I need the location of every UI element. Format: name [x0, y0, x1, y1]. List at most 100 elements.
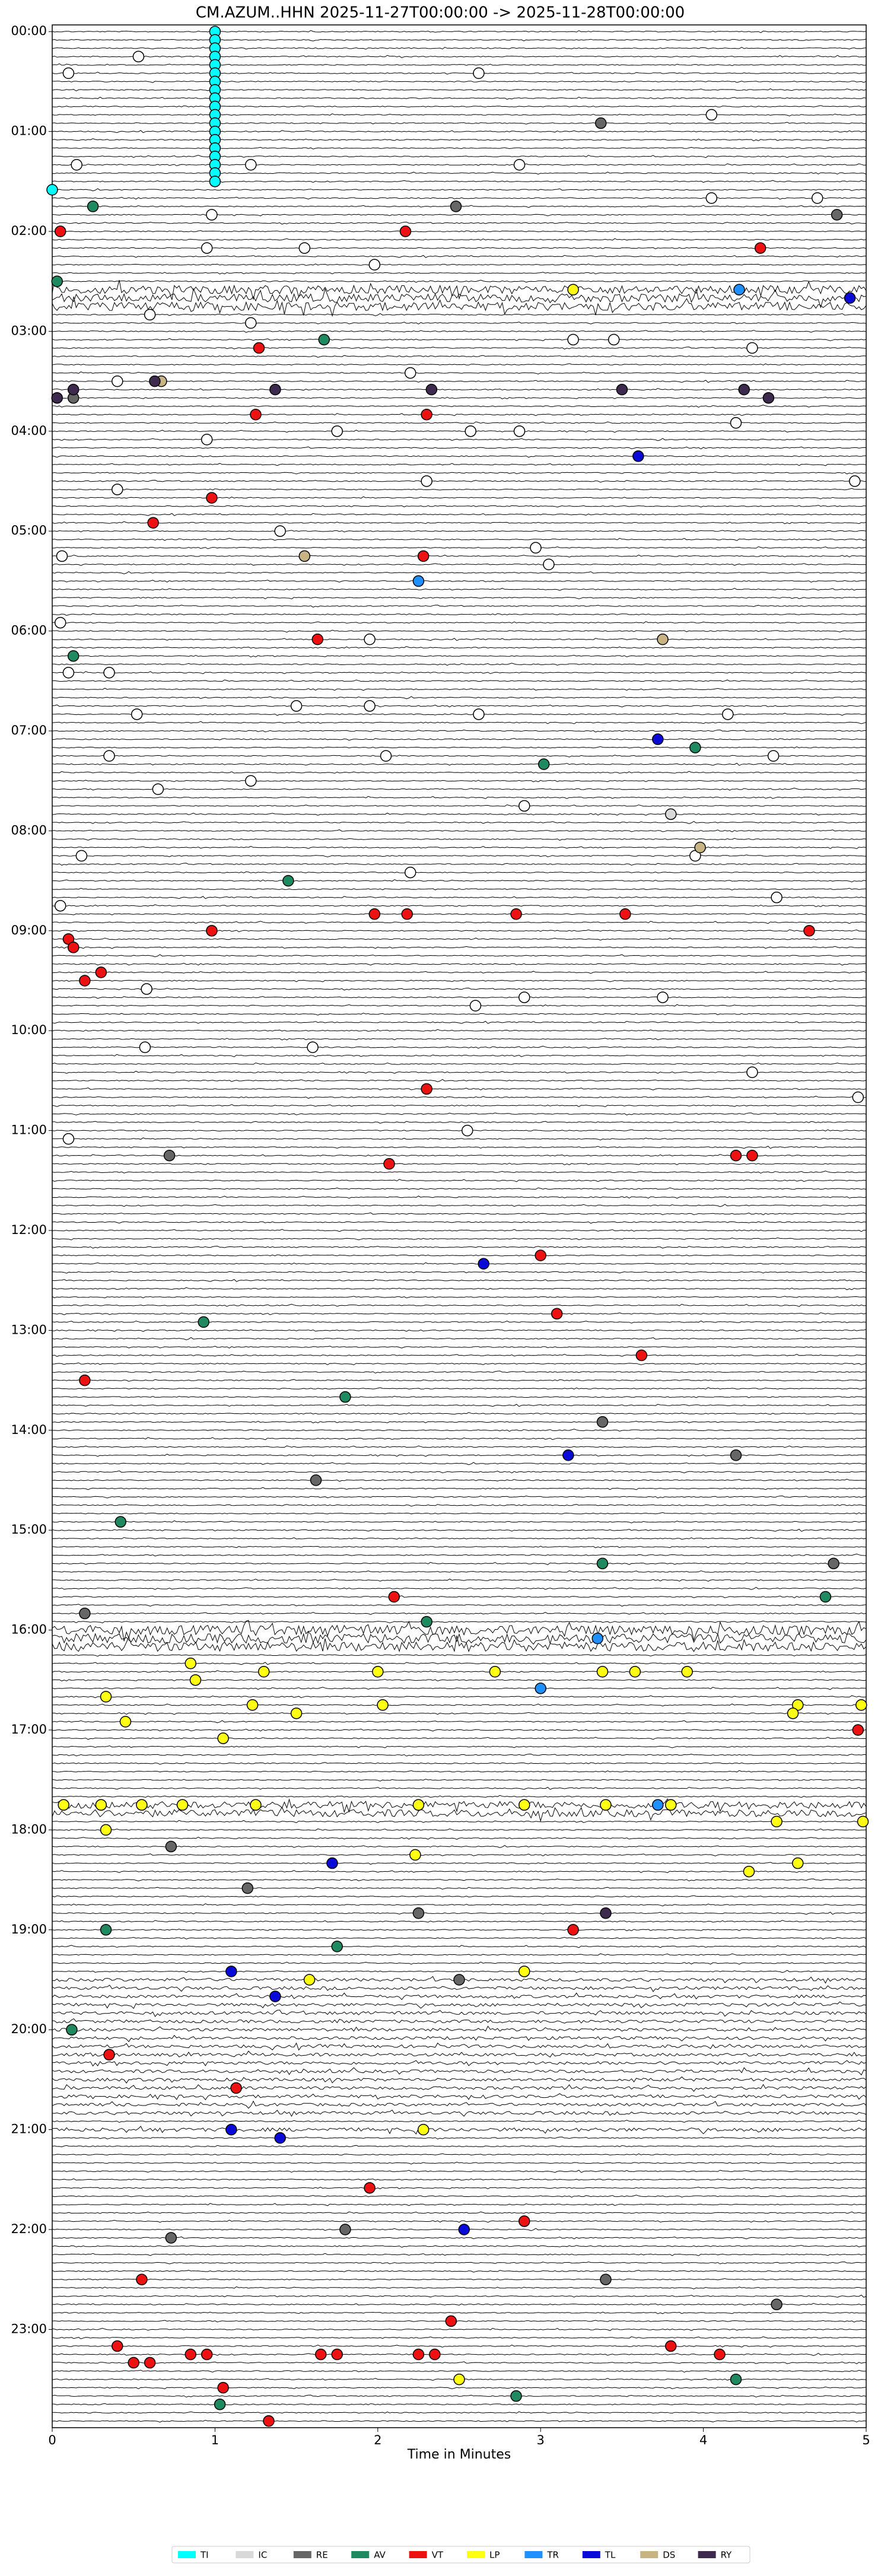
trace [52, 554, 866, 558]
event-marker [478, 1258, 489, 1270]
trace [52, 1004, 867, 1007]
trace [52, 1945, 867, 1948]
trace [52, 1795, 867, 1798]
trace [52, 1903, 867, 1907]
event-marker [596, 1557, 609, 1570]
event-marker [75, 850, 88, 862]
trace [52, 971, 867, 974]
event-marker [364, 700, 376, 712]
event-marker [399, 225, 412, 237]
trace [52, 1561, 867, 1565]
event-marker [705, 192, 718, 204]
trace [52, 1329, 867, 1332]
event-marker [819, 1591, 832, 1603]
event-marker [132, 50, 145, 63]
trace [52, 63, 867, 66]
trace [52, 2394, 867, 2398]
x-tick-label: 0 [48, 2433, 56, 2447]
event-marker [189, 1674, 202, 1686]
trace [52, 39, 867, 42]
event-marker [600, 2273, 612, 2285]
event-marker [206, 925, 218, 937]
trace [52, 987, 867, 991]
event-marker [519, 1799, 530, 1811]
event-marker [537, 758, 550, 770]
event-marker [714, 2348, 726, 2361]
trace [52, 279, 867, 283]
event-marker [632, 450, 644, 462]
event-marker [635, 1349, 648, 1362]
trace [52, 80, 867, 83]
trace [52, 1204, 867, 1207]
event-marker [62, 67, 75, 79]
trace [52, 1520, 867, 1524]
trace [52, 313, 867, 316]
trace [52, 1087, 867, 1090]
trace [52, 388, 867, 391]
trace [52, 1595, 867, 1598]
event-marker [112, 375, 123, 387]
trace [52, 455, 867, 458]
trace [52, 1820, 866, 1823]
trace [52, 196, 867, 200]
event-marker [214, 2398, 226, 2410]
event-marker [307, 1041, 319, 1054]
trace [52, 380, 867, 383]
trace [52, 1221, 867, 1224]
event-marker [136, 2273, 148, 2285]
event-marker [831, 209, 843, 221]
event-marker [664, 1799, 677, 1811]
trace [52, 72, 867, 75]
trace [52, 1096, 867, 1099]
trace [52, 605, 867, 608]
event-marker [152, 783, 164, 796]
event-marker [469, 1000, 482, 1012]
event-marker [71, 159, 82, 171]
trace [52, 2286, 867, 2289]
event-marker [250, 409, 262, 421]
event-marker [380, 750, 392, 762]
event-marker [473, 708, 485, 720]
event-marker [87, 201, 99, 212]
trace [52, 496, 867, 500]
trace [52, 221, 867, 225]
trace [52, 2195, 867, 2198]
trace [52, 1404, 867, 1407]
event-marker [657, 633, 669, 645]
event-marker [269, 383, 281, 396]
trace [52, 1079, 867, 1082]
trace [52, 346, 867, 349]
event-marker [792, 1857, 804, 1869]
trace [52, 2084, 867, 2092]
trace [52, 912, 867, 915]
event-marker [404, 866, 416, 879]
trace [52, 287, 867, 309]
trace [52, 2211, 867, 2214]
trace [52, 2245, 867, 2248]
trace [52, 1604, 867, 1607]
event-marker [253, 342, 265, 354]
event-marker [339, 2224, 351, 2235]
trace [52, 2253, 867, 2256]
trace [52, 2303, 867, 2306]
event-marker [62, 1133, 75, 1145]
y-tick-label: 14:00 [11, 1423, 47, 1437]
trace [52, 888, 867, 891]
event-marker [364, 2182, 376, 2194]
x-tick-label: 5 [862, 2433, 870, 2447]
event-marker [510, 908, 522, 920]
trace [52, 1320, 867, 1324]
x-tick-label: 3 [537, 2433, 545, 2447]
event-marker [417, 550, 430, 562]
trace [52, 2136, 867, 2140]
trace [52, 279, 867, 301]
trace [52, 846, 867, 850]
event-marker [652, 1799, 664, 1811]
trace [52, 696, 867, 699]
event-marker [165, 1840, 177, 1853]
event-marker [461, 1124, 473, 1137]
legend-swatch [178, 2551, 196, 2558]
event-marker [290, 700, 303, 712]
trace [52, 1762, 867, 1765]
trace [52, 2278, 867, 2281]
